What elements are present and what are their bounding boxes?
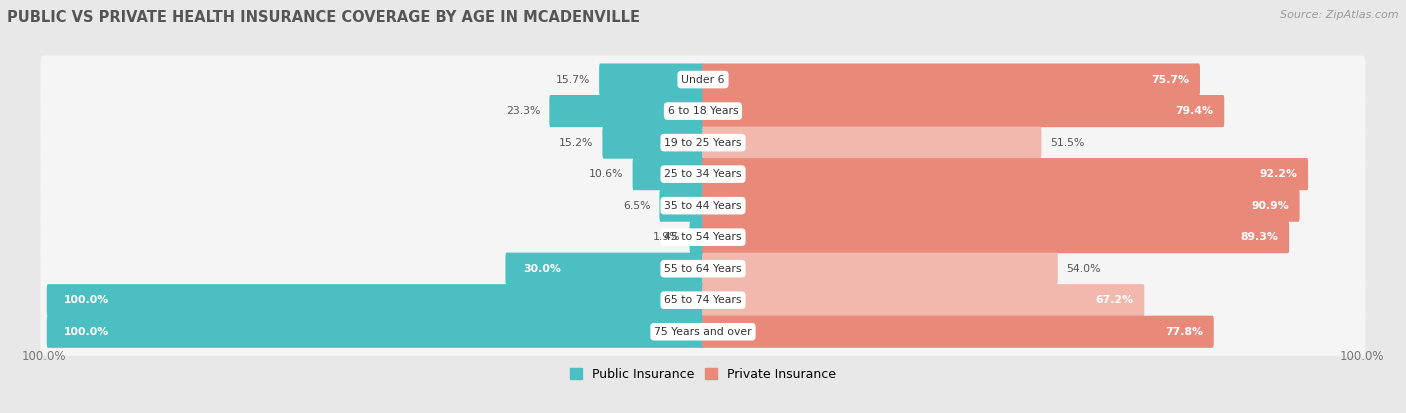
Text: 25 to 34 Years: 25 to 34 Years [664, 169, 742, 179]
Text: 1.9%: 1.9% [654, 232, 681, 242]
FancyBboxPatch shape [702, 253, 1057, 285]
FancyBboxPatch shape [41, 56, 1365, 104]
Text: 55 to 64 Years: 55 to 64 Years [664, 263, 742, 274]
Text: Under 6: Under 6 [682, 75, 724, 85]
FancyBboxPatch shape [702, 190, 1299, 222]
FancyBboxPatch shape [550, 95, 704, 127]
Text: 45 to 54 Years: 45 to 54 Years [664, 232, 742, 242]
Text: 54.0%: 54.0% [1067, 263, 1101, 274]
FancyBboxPatch shape [599, 64, 704, 96]
Text: 30.0%: 30.0% [523, 263, 561, 274]
FancyBboxPatch shape [702, 95, 1225, 127]
Text: 15.7%: 15.7% [555, 75, 591, 85]
Text: 75.7%: 75.7% [1152, 75, 1189, 85]
FancyBboxPatch shape [41, 150, 1365, 198]
FancyBboxPatch shape [41, 87, 1365, 135]
Text: 92.2%: 92.2% [1260, 169, 1298, 179]
FancyBboxPatch shape [602, 126, 704, 159]
Legend: Public Insurance, Private Insurance: Public Insurance, Private Insurance [565, 363, 841, 386]
Text: Source: ZipAtlas.com: Source: ZipAtlas.com [1281, 10, 1399, 20]
Text: PUBLIC VS PRIVATE HEALTH INSURANCE COVERAGE BY AGE IN MCADENVILLE: PUBLIC VS PRIVATE HEALTH INSURANCE COVER… [7, 10, 640, 25]
Text: 100.0%: 100.0% [21, 350, 66, 363]
FancyBboxPatch shape [41, 213, 1365, 261]
Text: 89.3%: 89.3% [1240, 232, 1278, 242]
Text: 75 Years and over: 75 Years and over [654, 327, 752, 337]
Text: 6.5%: 6.5% [623, 201, 651, 211]
FancyBboxPatch shape [702, 158, 1308, 190]
FancyBboxPatch shape [46, 316, 704, 348]
Text: 19 to 25 Years: 19 to 25 Years [664, 138, 742, 147]
Text: 51.5%: 51.5% [1050, 138, 1084, 147]
FancyBboxPatch shape [702, 221, 1289, 253]
Text: 23.3%: 23.3% [506, 106, 540, 116]
Text: 35 to 44 Years: 35 to 44 Years [664, 201, 742, 211]
Text: 100.0%: 100.0% [65, 327, 110, 337]
Text: 100.0%: 100.0% [1340, 350, 1385, 363]
FancyBboxPatch shape [659, 190, 704, 222]
FancyBboxPatch shape [41, 119, 1365, 166]
Text: 79.4%: 79.4% [1175, 106, 1213, 116]
FancyBboxPatch shape [689, 221, 704, 253]
FancyBboxPatch shape [41, 276, 1365, 324]
FancyBboxPatch shape [41, 182, 1365, 230]
Text: 67.2%: 67.2% [1095, 295, 1133, 305]
Text: 90.9%: 90.9% [1251, 201, 1289, 211]
Text: 100.0%: 100.0% [65, 295, 110, 305]
FancyBboxPatch shape [46, 284, 704, 316]
Text: 65 to 74 Years: 65 to 74 Years [664, 295, 742, 305]
Text: 6 to 18 Years: 6 to 18 Years [668, 106, 738, 116]
Text: 10.6%: 10.6% [589, 169, 624, 179]
FancyBboxPatch shape [702, 126, 1042, 159]
FancyBboxPatch shape [702, 284, 1144, 316]
FancyBboxPatch shape [505, 253, 704, 285]
Text: 15.2%: 15.2% [560, 138, 593, 147]
FancyBboxPatch shape [702, 64, 1199, 96]
FancyBboxPatch shape [633, 158, 704, 190]
FancyBboxPatch shape [702, 316, 1213, 348]
Text: 77.8%: 77.8% [1166, 327, 1204, 337]
FancyBboxPatch shape [41, 245, 1365, 293]
FancyBboxPatch shape [41, 308, 1365, 356]
